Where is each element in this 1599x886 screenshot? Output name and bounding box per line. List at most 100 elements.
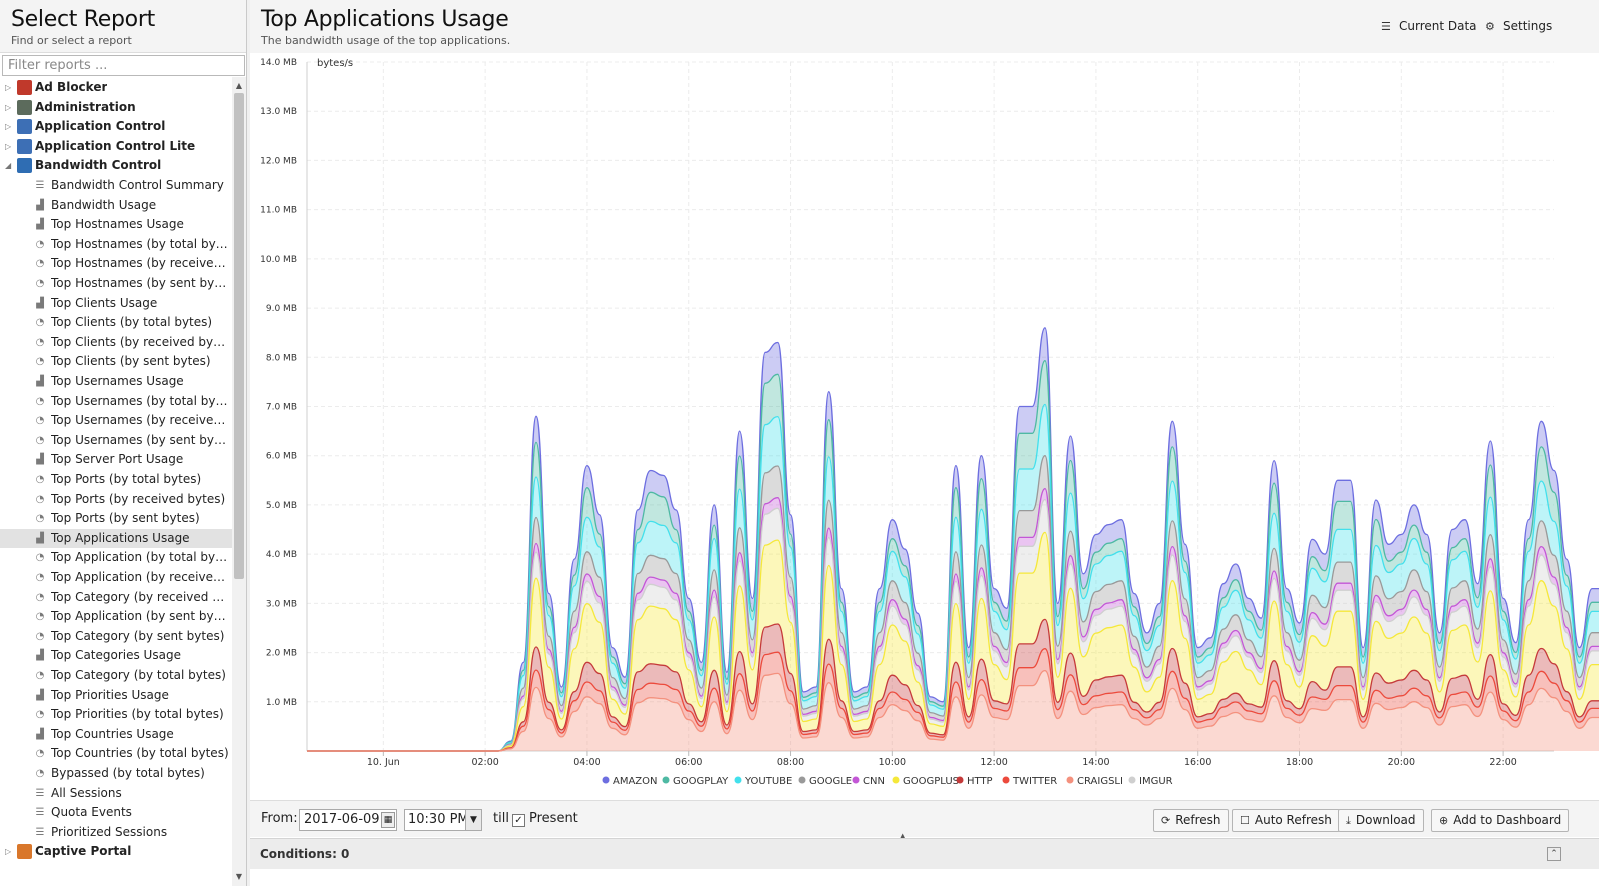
report-item[interactable]: ◔ Top Clients (by received bytes): [0, 333, 232, 352]
legend-label[interactable]: YOUTUBE: [744, 776, 792, 787]
current-data-button[interactable]: ☰ Current Data: [1381, 18, 1477, 35]
category-captive-portal[interactable]: ▷ Captive Portal: [0, 842, 232, 861]
report-item[interactable]: ▟ Top Countries Usage: [0, 725, 232, 744]
filter-reports-input[interactable]: [2, 55, 245, 76]
refresh-button[interactable]: ⟳ Refresh: [1153, 809, 1229, 832]
series-line-imgur[interactable]: [307, 362, 1599, 752]
top-applications-chart[interactable]: 1.0 MB 2.0 MB 3.0 MB 4.0 MB 5.0 MB 6.0 MB 7.0 …: [250, 53, 1599, 800]
conditions-bar[interactable]: Conditions: 0 ⌃: [250, 838, 1599, 869]
legend-label[interactable]: TWITTER: [1012, 776, 1057, 787]
report-item[interactable]: ▟ Top Hostnames Usage: [0, 215, 232, 234]
report-item[interactable]: ☰ Prioritized Sessions: [0, 823, 232, 842]
from-time-select[interactable]: 10:30 PM ▼: [404, 809, 482, 831]
report-item[interactable]: ▟ Top Applications Usage: [0, 528, 232, 548]
report-item[interactable]: ◔ Top Application (by total bytes): [0, 548, 232, 567]
report-item[interactable]: ▟ Top Clients Usage: [0, 294, 232, 313]
report-item[interactable]: ◔ Top Category (by sent bytes): [0, 627, 232, 646]
legend-label[interactable]: HTTP: [967, 776, 993, 787]
plus-circle-icon: ⊕: [1439, 814, 1449, 827]
report-item[interactable]: ◔ Top Hostnames (by received bytes): [0, 254, 232, 273]
report-item[interactable]: ◔ Top Application (by received bytes): [0, 568, 232, 587]
report-item[interactable]: ◔ Top Ports (by sent bytes): [0, 509, 232, 528]
pie-chart-icon: ◔: [35, 709, 45, 721]
series-line-google[interactable]: [307, 294, 1599, 752]
series-area-craigsli[interactable]: [307, 627, 1599, 751]
report-item[interactable]: ☰ Bandwidth Control Summary: [0, 176, 232, 195]
collapsed-arrow-icon[interactable]: ▷: [5, 102, 12, 112]
report-item[interactable]: ▟ Top Categories Usage: [0, 646, 232, 665]
scrollbar-thumb[interactable]: [234, 93, 244, 579]
scroll-up-arrow-icon[interactable]: ▲: [235, 81, 243, 90]
report-item[interactable]: ◔ Top Category (by total bytes): [0, 666, 232, 685]
category-administration[interactable]: ▷ Administration: [0, 98, 232, 117]
legend-label[interactable]: IMGUR: [1139, 776, 1173, 787]
report-item-label: Top Clients Usage: [51, 295, 158, 310]
report-item-label: Top Hostnames Usage: [51, 217, 184, 232]
series-line-amazon[interactable]: [307, 97, 1599, 752]
legend-label[interactable]: GOOGLE: [809, 776, 852, 787]
expand-icon[interactable]: ⌃: [1547, 847, 1561, 861]
settings-button[interactable]: ⚙ Settings: [1485, 18, 1552, 35]
report-item[interactable]: ◔ Top Usernames (by sent bytes): [0, 431, 232, 450]
time-controls-bar: From: 2017-06-09 ▦ 10:30 PM ▼ till ✓ Pre…: [250, 800, 1599, 837]
category-ad-blocker[interactable]: ▷ Ad Blocker: [0, 78, 232, 97]
collapsed-arrow-icon[interactable]: ▷: [5, 83, 12, 92]
series-line-http[interactable]: [307, 548, 1599, 752]
report-item[interactable]: ◔ Top Clients (by total bytes): [0, 313, 232, 332]
collapsed-arrow-icon[interactable]: ▷: [5, 141, 12, 151]
report-item[interactable]: ☰ Quota Events: [0, 803, 232, 822]
legend-label[interactable]: AMAZON: [613, 776, 658, 787]
collapsed-arrow-icon[interactable]: ▷: [5, 847, 12, 857]
add-to-dashboard-button[interactable]: ⊕ Add to Dashboard: [1431, 809, 1570, 832]
report-item[interactable]: ◔ Top Usernames (by total bytes): [0, 392, 232, 411]
report-item[interactable]: ◔ Top Priorities (by total bytes): [0, 705, 232, 724]
report-item[interactable]: ▟ Top Usernames Usage: [0, 372, 232, 391]
report-item[interactable]: ◔ Top Category (by received bytes): [0, 588, 232, 607]
legend-label[interactable]: CNN: [863, 776, 885, 787]
series-line-cnn[interactable]: [307, 345, 1599, 752]
series-line-googplus[interactable]: [307, 413, 1599, 752]
report-item[interactable]: ◔ Top Clients (by sent bytes): [0, 352, 232, 371]
report-item[interactable]: ◔ Bypassed (by total bytes): [0, 764, 232, 783]
report-item[interactable]: ◔ Top Countries (by total bytes): [0, 744, 232, 763]
category-application-control-lite[interactable]: ▷ Application Control Lite: [0, 137, 232, 156]
report-item[interactable]: ◔ Top Hostnames (by sent bytes): [0, 274, 232, 293]
report-item-label: Top Ports (by received bytes): [51, 491, 226, 506]
list-icon: ☰: [35, 826, 45, 838]
legend-marker-http: [956, 776, 964, 784]
pie-chart-icon: ◔: [35, 552, 45, 564]
category-application-control[interactable]: ▷ Application Control: [0, 117, 232, 136]
series-area-googplus[interactable]: [307, 413, 1599, 751]
chevron-down-icon[interactable]: ▼: [465, 810, 481, 830]
legend-label[interactable]: GOOGPLAY: [673, 776, 729, 787]
series-line-twitter[interactable]: [307, 593, 1599, 752]
category-bandwidth-control[interactable]: ◢ Bandwidth Control: [0, 156, 232, 175]
download-button[interactable]: ⤓ Download: [1338, 809, 1424, 832]
series-line-youtube[interactable]: [307, 215, 1599, 752]
report-item[interactable]: ▟ Bandwidth Usage: [0, 196, 232, 215]
calendar-icon[interactable]: ▦: [381, 812, 395, 828]
report-item[interactable]: ◔ Top Usernames (by received bytes): [0, 411, 232, 430]
report-item[interactable]: ◔ Top Hostnames (by total bytes): [0, 235, 232, 254]
expanded-arrow-icon[interactable]: ◢: [5, 161, 12, 171]
legend-label[interactable]: GOOGPLUS: [903, 776, 959, 787]
report-item[interactable]: ▟ Top Server Port Usage: [0, 450, 232, 469]
report-item[interactable]: ☰ All Sessions: [0, 784, 232, 803]
scroll-down-arrow-icon[interactable]: ▼: [235, 872, 243, 881]
series-line-craigsli[interactable]: [307, 627, 1599, 752]
area-chart-icon: ▟: [36, 532, 44, 544]
report-item[interactable]: ◔ Top Application (by sent bytes): [0, 607, 232, 626]
sidebar-scrollbar[interactable]: ▲ ▼: [232, 77, 246, 886]
from-date-field[interactable]: 2017-06-09 ▦: [299, 809, 397, 831]
auto-refresh-button[interactable]: ☐ Auto Refresh: [1232, 809, 1340, 832]
report-item[interactable]: ▟ Top Priorities Usage: [0, 686, 232, 705]
splitter-handle-icon[interactable]: ▲: [900, 832, 906, 840]
report-item[interactable]: ◔ Top Ports (by total bytes): [0, 470, 232, 489]
x-tick-label: 12:00: [980, 757, 1007, 768]
collapsed-arrow-icon[interactable]: ▷: [5, 122, 12, 132]
report-item[interactable]: ◔ Top Ports (by received bytes): [0, 490, 232, 509]
present-checkbox[interactable]: ✓: [512, 814, 525, 827]
report-item-label: Top Usernames Usage: [51, 374, 184, 388]
legend-label[interactable]: CRAIGSLI: [1077, 776, 1123, 787]
